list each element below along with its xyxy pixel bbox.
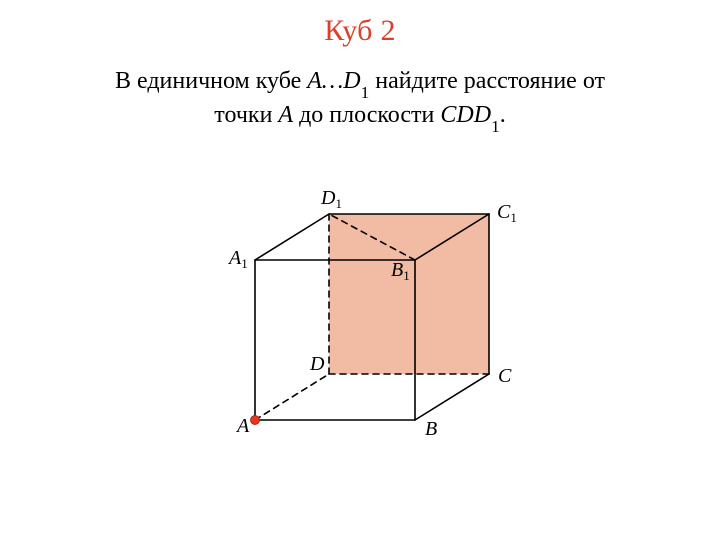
- page-title: Куб 2: [0, 0, 720, 48]
- point-a-marker: [251, 416, 260, 425]
- t: В единичном кубе: [115, 68, 307, 94]
- label-b: B: [425, 418, 437, 440]
- label-d1: D1: [320, 187, 342, 211]
- label-c: C: [498, 365, 512, 387]
- var-ad1: A…D: [307, 68, 360, 94]
- sub2: 1: [491, 117, 500, 136]
- t: до плоскости: [293, 102, 440, 128]
- sub1: 1: [361, 83, 370, 102]
- var-cdd1: CDD: [440, 102, 491, 128]
- label-c1: C1: [497, 201, 517, 225]
- edge-B-C: [415, 374, 489, 420]
- edge-A-D: [255, 374, 329, 420]
- edge-D1-A1: [255, 214, 329, 260]
- plane-cdd1: [329, 214, 489, 374]
- problem-line1: В единичном кубе A…D1 найдите расстояние…: [115, 68, 605, 94]
- cube-diagram: ABCDA1B1C1D1: [195, 160, 525, 460]
- var-a: A: [278, 102, 293, 128]
- figure-wrap: ABCDA1B1C1D1: [0, 160, 720, 460]
- label-a1: A1: [227, 247, 248, 271]
- label-d: D: [309, 353, 325, 375]
- t: найдите расстояние от: [369, 68, 605, 94]
- problem-statement: В единичном кубе A…D1 найдите расстояние…: [0, 66, 720, 135]
- problem-line2: точки A до плоскости CDD1.: [214, 102, 505, 128]
- t: точки: [214, 102, 278, 128]
- label-a: A: [235, 415, 250, 437]
- t: .: [500, 102, 506, 128]
